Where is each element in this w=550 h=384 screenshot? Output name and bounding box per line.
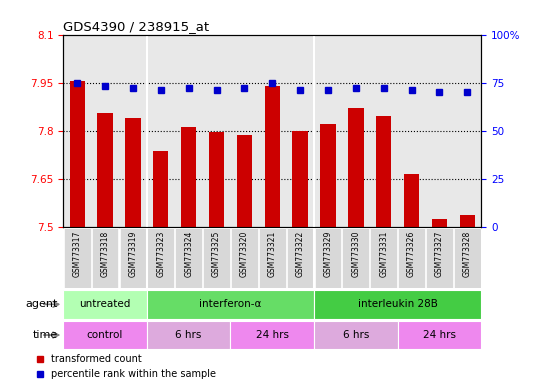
Text: interferon-α: interferon-α — [199, 299, 262, 310]
Bar — [97, 113, 113, 227]
Text: GSM773319: GSM773319 — [128, 230, 138, 276]
FancyBboxPatch shape — [64, 228, 91, 288]
Text: agent: agent — [25, 299, 58, 310]
Text: GSM773331: GSM773331 — [379, 230, 388, 276]
Bar — [432, 218, 447, 227]
Text: GSM773320: GSM773320 — [240, 230, 249, 276]
FancyBboxPatch shape — [147, 228, 174, 288]
Text: 6 hrs: 6 hrs — [175, 330, 202, 340]
Bar — [460, 215, 475, 227]
Bar — [236, 135, 252, 227]
FancyBboxPatch shape — [259, 228, 285, 288]
FancyBboxPatch shape — [231, 228, 258, 288]
Bar — [265, 86, 280, 227]
FancyBboxPatch shape — [398, 321, 481, 349]
Text: GSM773326: GSM773326 — [407, 230, 416, 276]
FancyBboxPatch shape — [203, 228, 230, 288]
Bar — [293, 131, 308, 227]
FancyBboxPatch shape — [454, 228, 481, 288]
Bar — [376, 116, 392, 227]
FancyBboxPatch shape — [314, 290, 481, 319]
Text: 24 hrs: 24 hrs — [423, 330, 456, 340]
FancyBboxPatch shape — [63, 321, 147, 349]
FancyBboxPatch shape — [119, 228, 146, 288]
Text: percentile rank within the sample: percentile rank within the sample — [51, 369, 216, 379]
Text: GSM773329: GSM773329 — [323, 230, 333, 276]
Text: GSM773325: GSM773325 — [212, 230, 221, 276]
Text: transformed count: transformed count — [51, 354, 142, 364]
Text: time: time — [32, 330, 58, 340]
FancyBboxPatch shape — [370, 228, 397, 288]
FancyBboxPatch shape — [147, 321, 230, 349]
FancyBboxPatch shape — [230, 321, 314, 349]
Text: GSM773324: GSM773324 — [184, 230, 193, 276]
FancyBboxPatch shape — [63, 290, 147, 319]
FancyBboxPatch shape — [314, 321, 398, 349]
Text: 24 hrs: 24 hrs — [256, 330, 289, 340]
FancyBboxPatch shape — [147, 290, 314, 319]
Bar — [125, 118, 141, 227]
Text: GSM773330: GSM773330 — [351, 230, 360, 277]
Text: interleukin 28B: interleukin 28B — [358, 299, 438, 310]
Text: GSM773318: GSM773318 — [101, 230, 109, 276]
Text: GSM773327: GSM773327 — [435, 230, 444, 276]
Bar — [69, 81, 85, 227]
Bar — [181, 127, 196, 227]
Bar — [320, 124, 336, 227]
Text: 6 hrs: 6 hrs — [343, 330, 369, 340]
Text: GSM773328: GSM773328 — [463, 230, 472, 276]
Bar — [348, 108, 364, 227]
FancyBboxPatch shape — [398, 228, 425, 288]
FancyBboxPatch shape — [315, 228, 342, 288]
Bar — [209, 132, 224, 227]
FancyBboxPatch shape — [343, 228, 369, 288]
Text: GSM773323: GSM773323 — [156, 230, 166, 276]
Text: untreated: untreated — [79, 299, 131, 310]
Text: control: control — [87, 330, 123, 340]
FancyBboxPatch shape — [175, 228, 202, 288]
Text: GSM773321: GSM773321 — [268, 230, 277, 276]
FancyBboxPatch shape — [92, 228, 118, 288]
FancyBboxPatch shape — [426, 228, 453, 288]
Text: GDS4390 / 238915_at: GDS4390 / 238915_at — [63, 20, 210, 33]
Text: GSM773317: GSM773317 — [73, 230, 82, 276]
Bar — [153, 151, 168, 227]
FancyBboxPatch shape — [287, 228, 314, 288]
Bar — [404, 174, 419, 227]
Text: GSM773322: GSM773322 — [295, 230, 305, 276]
